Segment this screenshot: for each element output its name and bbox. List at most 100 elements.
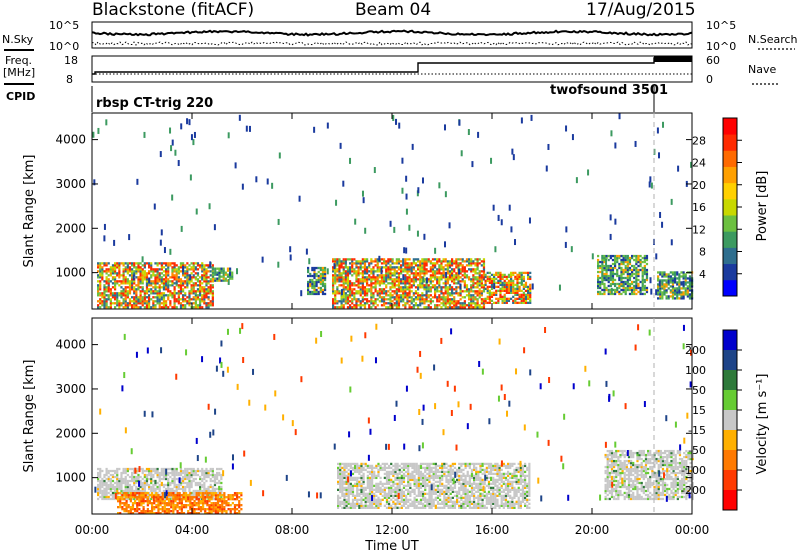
echo-cell xyxy=(240,492,243,495)
echo-cell xyxy=(402,282,405,285)
echo-cell xyxy=(196,298,200,301)
echo-cell xyxy=(686,277,689,280)
echo-cell xyxy=(340,272,343,275)
echo-cell xyxy=(423,306,426,309)
echo-cell xyxy=(425,258,428,261)
echo-cell xyxy=(465,264,469,267)
echo-cell xyxy=(605,268,608,272)
echo-cell xyxy=(190,473,193,477)
echo-cell xyxy=(131,487,134,491)
echo-cell xyxy=(354,468,357,472)
echo-cell xyxy=(116,487,119,491)
echo-cell xyxy=(373,506,376,509)
echo-cell xyxy=(497,271,500,275)
echo-cell xyxy=(406,286,409,289)
echo-cell xyxy=(175,284,178,287)
station-title: Blackstone (fitACF) xyxy=(92,0,254,20)
echo-cell xyxy=(186,268,189,271)
echo-cell xyxy=(507,279,511,283)
echo-cell xyxy=(339,466,342,470)
echo-cell xyxy=(188,473,191,477)
echo-cell xyxy=(378,294,381,297)
echo-cell xyxy=(216,487,219,491)
echo-cell xyxy=(402,286,405,289)
echo-cell xyxy=(160,268,163,271)
echo-cell xyxy=(360,500,363,503)
echo-cell xyxy=(141,288,144,291)
echo-cell xyxy=(417,258,420,261)
echo-cell xyxy=(173,471,176,475)
echo-cell xyxy=(125,492,128,495)
echo-cell xyxy=(614,288,617,292)
echo-cell xyxy=(338,262,341,265)
echo-cell xyxy=(192,493,195,497)
echo-cell xyxy=(138,494,141,497)
echo-cell xyxy=(114,481,117,485)
echo-cell xyxy=(383,468,386,472)
echo-cell xyxy=(480,306,483,309)
echo-cell xyxy=(529,277,532,281)
echo-cell xyxy=(206,502,209,505)
echo-cell xyxy=(205,280,208,283)
echo-cell xyxy=(461,278,464,281)
echo-cell xyxy=(388,496,391,500)
echo-cell xyxy=(126,266,129,269)
echo-cell xyxy=(671,285,675,288)
echo-cell xyxy=(182,296,185,299)
echo-cell xyxy=(194,282,197,285)
echo-cell xyxy=(186,274,189,277)
echo-cell xyxy=(372,300,375,303)
echo-cell xyxy=(392,480,395,484)
echo-cell xyxy=(614,142,617,149)
echo-cell xyxy=(410,262,413,265)
echo-cell xyxy=(507,273,511,277)
echo-cell xyxy=(372,286,375,289)
echo-cell xyxy=(684,279,687,282)
echo-cell xyxy=(374,290,377,293)
echo-cell xyxy=(153,506,156,509)
echo-cell xyxy=(207,473,210,477)
echo-cell xyxy=(453,300,456,303)
echo-cell xyxy=(120,290,123,293)
echo-cell xyxy=(380,300,384,303)
echo-cell xyxy=(319,268,322,272)
echo-cell xyxy=(674,273,677,276)
echo-cell xyxy=(231,271,234,274)
echo-cell xyxy=(503,273,506,277)
echo-cell xyxy=(344,296,347,299)
echo-cell xyxy=(197,494,200,497)
echo-cell xyxy=(393,266,396,269)
echo-cell xyxy=(380,288,384,291)
echo-cell xyxy=(665,291,668,294)
echo-cell xyxy=(136,492,139,495)
echo-cell xyxy=(442,266,445,269)
echo-cell xyxy=(495,297,498,300)
echo-cell xyxy=(173,475,176,479)
echo-cell xyxy=(99,276,102,279)
echo-cell xyxy=(351,492,355,496)
echo-cell xyxy=(139,475,142,479)
echo-cell xyxy=(105,495,108,499)
echo-cell xyxy=(472,260,475,263)
echo-cell xyxy=(99,485,102,489)
echo-cell xyxy=(465,260,469,263)
echo-cell xyxy=(118,487,121,491)
echo-cell xyxy=(611,274,615,278)
echo-cell xyxy=(180,123,183,130)
echo-cell xyxy=(199,502,203,505)
echo-cell xyxy=(158,290,161,293)
echo-cell xyxy=(434,264,437,267)
echo-cell xyxy=(465,290,469,293)
echo-cell xyxy=(457,264,460,267)
echo-cell xyxy=(657,293,660,296)
colorbar-tick-label: 8 xyxy=(699,246,706,259)
echo-cell xyxy=(194,306,197,309)
echo-cell xyxy=(201,282,204,285)
echo-cell xyxy=(635,288,638,292)
echo-cell xyxy=(518,281,521,285)
echo-cell xyxy=(99,489,102,493)
echo-cell xyxy=(607,268,610,272)
echo-cell xyxy=(385,276,388,279)
echo-cell xyxy=(124,288,127,291)
echo-cell xyxy=(455,278,458,281)
